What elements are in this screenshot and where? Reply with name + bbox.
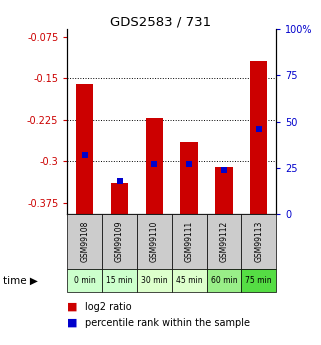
Text: 45 min: 45 min: [176, 276, 203, 285]
Bar: [76, 83, 93, 214]
Text: 0 min: 0 min: [74, 276, 96, 285]
Text: ■: ■: [67, 302, 78, 312]
Bar: [67, 214, 102, 269]
Text: GSM99112: GSM99112: [219, 221, 229, 262]
Bar: [206, 269, 241, 292]
Text: 75 min: 75 min: [245, 276, 272, 285]
Text: GDS2583 / 731: GDS2583 / 731: [110, 16, 211, 29]
Bar: [180, 142, 198, 214]
Bar: [250, 61, 267, 214]
Bar: [215, 167, 233, 214]
Bar: [137, 214, 172, 269]
Bar: [102, 269, 137, 292]
Bar: [111, 184, 128, 214]
Bar: [172, 269, 206, 292]
Text: percentile rank within the sample: percentile rank within the sample: [85, 318, 250, 327]
Bar: [241, 269, 276, 292]
Text: GSM99108: GSM99108: [80, 221, 89, 262]
Bar: [137, 269, 172, 292]
Text: 15 min: 15 min: [106, 276, 133, 285]
Bar: [241, 214, 276, 269]
Text: time ▶: time ▶: [3, 275, 38, 285]
Bar: [102, 214, 137, 269]
Text: GSM99111: GSM99111: [185, 221, 194, 262]
Bar: [172, 214, 206, 269]
Text: GSM99110: GSM99110: [150, 221, 159, 262]
Text: log2 ratio: log2 ratio: [85, 302, 132, 312]
Text: GSM99109: GSM99109: [115, 221, 124, 262]
Text: GSM99113: GSM99113: [254, 221, 263, 262]
Text: 60 min: 60 min: [211, 276, 237, 285]
Text: ■: ■: [67, 318, 78, 327]
Bar: [206, 214, 241, 269]
Bar: [146, 118, 163, 214]
Bar: [67, 269, 102, 292]
Text: 30 min: 30 min: [141, 276, 168, 285]
